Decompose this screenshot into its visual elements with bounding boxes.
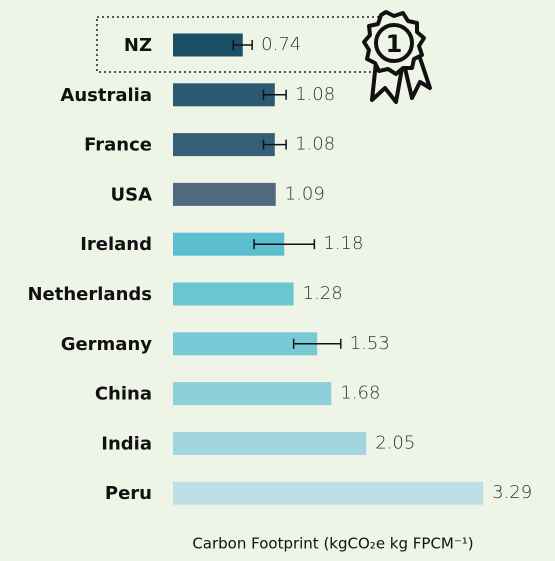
y-tick-label: France	[84, 135, 152, 156]
value-label: 3.29	[492, 482, 532, 503]
y-tick-label: Netherlands	[27, 284, 152, 305]
y-tick-label: NZ	[124, 35, 152, 56]
bar	[173, 431, 367, 455]
bar	[173, 481, 484, 505]
value-label: 1.18	[323, 233, 363, 254]
bar	[173, 332, 318, 356]
bar	[173, 282, 294, 306]
x-axis-label: Carbon Footprint (kgCO₂e kg FPCM⁻¹)	[192, 535, 473, 553]
y-tick-label: India	[101, 433, 152, 454]
value-label: 1.68	[340, 383, 380, 404]
value-label: 1.09	[285, 183, 325, 204]
bar	[173, 182, 276, 206]
award-icon	[362, 10, 432, 104]
value-label: 1.28	[303, 283, 343, 304]
value-label: 1.53	[350, 333, 390, 354]
bar	[173, 232, 285, 256]
value-label: 1.08	[295, 84, 335, 105]
y-tick-label: USA	[110, 184, 152, 205]
y-tick-label: China	[95, 384, 152, 405]
y-tick-label: Ireland	[80, 234, 152, 255]
y-tick-label: Peru	[105, 483, 152, 504]
highlight-box	[96, 16, 380, 73]
bar	[173, 382, 332, 406]
y-tick-label: Germany	[61, 334, 153, 355]
bar	[173, 83, 275, 107]
value-label: 1.08	[295, 134, 335, 155]
value-label: 2.05	[375, 432, 415, 453]
bar	[173, 33, 243, 57]
value-label: 0.74	[261, 34, 301, 55]
y-tick-label: Australia	[60, 85, 152, 106]
bar	[173, 133, 275, 157]
award-number: 1	[386, 30, 403, 58]
